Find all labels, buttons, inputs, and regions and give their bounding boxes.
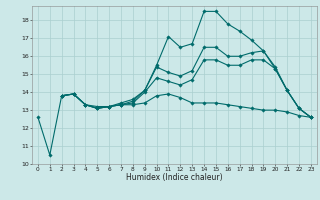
X-axis label: Humidex (Indice chaleur): Humidex (Indice chaleur)	[126, 173, 223, 182]
